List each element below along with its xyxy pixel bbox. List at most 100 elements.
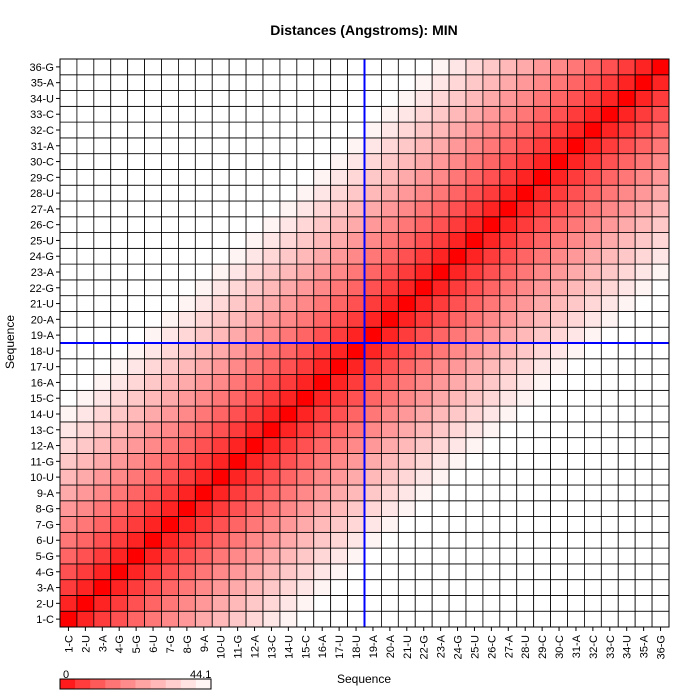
heatmap-cell bbox=[431, 437, 450, 454]
heatmap-cell bbox=[567, 453, 585, 470]
x-tick-label: 1-C bbox=[63, 635, 75, 653]
heatmap-cell bbox=[431, 184, 450, 202]
heatmap-cell bbox=[279, 232, 298, 249]
heatmap-cell bbox=[194, 437, 213, 454]
heatmap-cell bbox=[110, 468, 129, 486]
heatmap-cell bbox=[211, 547, 230, 565]
heatmap-cell bbox=[296, 484, 315, 502]
heatmap-cell bbox=[499, 295, 518, 312]
heatmap-cell bbox=[533, 500, 551, 517]
heatmap-cell bbox=[499, 500, 518, 517]
heatmap-cell bbox=[567, 90, 585, 107]
heatmap-cell bbox=[127, 421, 145, 439]
heatmap-cell bbox=[617, 200, 636, 218]
scale-max-label: 44.1 bbox=[190, 669, 211, 681]
heatmap-cell bbox=[262, 153, 281, 170]
heatmap-cell bbox=[178, 216, 196, 233]
heatmap-cell bbox=[397, 90, 416, 107]
heatmap-cell bbox=[262, 453, 281, 470]
heatmap-cell bbox=[194, 295, 213, 312]
heatmap-cell bbox=[144, 405, 162, 423]
heatmap-cell bbox=[584, 547, 602, 565]
heatmap-cell bbox=[279, 579, 298, 596]
heatmap-cell bbox=[144, 216, 162, 233]
heatmap-cell bbox=[617, 421, 636, 439]
heatmap-cell bbox=[600, 58, 619, 76]
heatmap-cell bbox=[634, 311, 653, 328]
heatmap-cell bbox=[93, 200, 112, 218]
heatmap-cell bbox=[431, 279, 450, 297]
heatmap-cell bbox=[397, 468, 416, 486]
heatmap-cell bbox=[161, 437, 179, 454]
scale-swatch bbox=[120, 679, 136, 689]
heatmap-cell bbox=[262, 295, 281, 312]
heatmap-cell bbox=[228, 184, 247, 202]
heatmap-cell bbox=[161, 216, 179, 233]
heatmap-cell bbox=[127, 531, 145, 549]
heatmap-cell bbox=[347, 342, 365, 360]
heatmap-cell bbox=[161, 295, 179, 312]
heatmap-cell bbox=[465, 137, 484, 155]
heatmap-cell bbox=[110, 579, 129, 596]
heatmap-cell bbox=[617, 216, 636, 233]
heatmap-cell bbox=[194, 484, 213, 502]
heatmap-cell bbox=[313, 247, 332, 265]
heatmap-cell bbox=[76, 200, 95, 218]
heatmap-cell bbox=[127, 453, 145, 470]
heatmap-cell bbox=[178, 58, 196, 76]
heatmap-cell bbox=[245, 200, 264, 218]
heatmap-cell bbox=[617, 153, 636, 170]
heatmap-cell bbox=[550, 405, 568, 423]
y-tick-label: 14-U bbox=[30, 409, 54, 421]
heatmap-cell bbox=[397, 453, 416, 470]
heatmap-cell bbox=[499, 610, 518, 628]
heatmap-cell bbox=[347, 358, 365, 375]
heatmap-cell bbox=[516, 531, 535, 549]
heatmap-cell bbox=[364, 184, 382, 202]
heatmap-cell bbox=[550, 263, 568, 281]
x-tick-label: 31-A bbox=[571, 634, 583, 658]
heatmap-cell bbox=[397, 500, 416, 517]
heatmap-cell bbox=[634, 531, 653, 549]
heatmap-cell bbox=[516, 405, 535, 423]
heatmap-cell bbox=[59, 500, 78, 517]
heatmap-cell bbox=[296, 58, 315, 76]
heatmap-cell bbox=[381, 374, 399, 391]
heatmap-cell bbox=[550, 137, 568, 155]
heatmap-cell bbox=[144, 579, 162, 596]
heatmap-cell bbox=[397, 247, 416, 265]
heatmap-cell bbox=[330, 405, 348, 423]
heatmap-cell bbox=[600, 232, 619, 249]
heatmap-cell bbox=[93, 437, 112, 454]
x-tick-label: 20-A bbox=[385, 634, 397, 658]
heatmap-cell bbox=[59, 74, 78, 91]
heatmap-cell bbox=[448, 563, 467, 581]
heatmap-cell bbox=[516, 358, 535, 375]
heatmap-cell bbox=[76, 105, 95, 123]
heatmap-cell bbox=[296, 453, 315, 470]
heatmap-cell bbox=[59, 342, 78, 360]
heatmap-cell bbox=[431, 516, 450, 533]
heatmap-cell bbox=[448, 500, 467, 517]
y-tick-label: 27-A bbox=[31, 204, 55, 216]
heatmap-cell bbox=[550, 342, 568, 360]
heatmap-cell bbox=[567, 610, 585, 628]
heatmap-cell bbox=[262, 121, 281, 139]
heatmap-cell bbox=[194, 169, 213, 186]
heatmap-cell bbox=[279, 468, 298, 486]
heatmap-cell bbox=[550, 295, 568, 312]
heatmap-cell bbox=[161, 153, 179, 170]
heatmap-cell bbox=[194, 90, 213, 107]
heatmap-cell bbox=[313, 421, 332, 439]
heatmap-cell bbox=[381, 137, 399, 155]
heatmap-cell bbox=[194, 247, 213, 265]
heatmap-cell bbox=[584, 421, 602, 439]
heatmap-cell bbox=[651, 531, 670, 549]
heatmap-cell bbox=[279, 389, 298, 407]
heatmap-cell bbox=[617, 105, 636, 123]
heatmap-cell bbox=[245, 610, 264, 628]
heatmap-cell bbox=[516, 468, 535, 486]
heatmap-cell bbox=[567, 200, 585, 218]
heatmap-cell bbox=[110, 232, 129, 249]
heatmap-cell bbox=[381, 326, 399, 344]
